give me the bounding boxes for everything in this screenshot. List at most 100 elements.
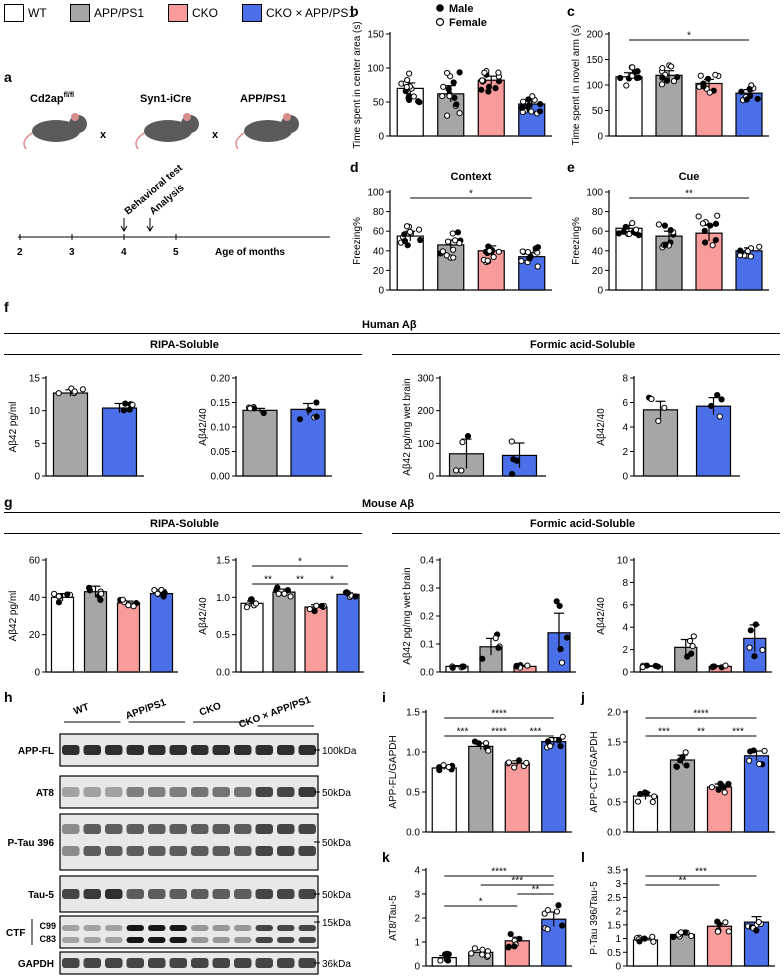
blot-band <box>105 787 123 797</box>
data-point <box>456 69 463 76</box>
y-tick-label: 3.5 <box>607 866 621 877</box>
panel-label-f: f <box>4 299 9 315</box>
blot-strip <box>59 813 319 871</box>
panel-label-g: g <box>4 494 13 510</box>
section-f-line <box>4 333 780 334</box>
bar-app-ps1 <box>52 392 89 477</box>
data-point <box>641 789 649 796</box>
data-point <box>516 935 523 942</box>
legend-cko-app-ps1: CKO × APP/PS1 <box>242 4 355 22</box>
y-tick-label: 100 <box>417 439 434 450</box>
blot-band <box>212 889 230 899</box>
blot-band <box>234 787 252 797</box>
data-point <box>456 240 463 247</box>
y-axis-label: Freezing% <box>571 217 582 265</box>
data-point <box>454 229 462 236</box>
blot-band <box>83 937 101 943</box>
chart-g-ripa-ratio: Aβ42/400.00.51.01.5** ** ** <box>198 556 364 679</box>
y-tick-label: 1.5 <box>607 738 621 749</box>
data-point <box>553 908 561 915</box>
y-tick-label: 80 <box>373 207 385 218</box>
blot-band <box>62 958 80 968</box>
y-tick-label: 0.10 <box>211 423 231 434</box>
data-point <box>71 388 78 395</box>
data-point <box>318 602 325 610</box>
y-tick-label: 100 <box>586 188 603 199</box>
chart-f-formic-ab42: Aβ42 pg/mg wet brain 0 100 200 300 <box>402 374 546 483</box>
y-tick-label: 0 <box>34 472 40 483</box>
data-point <box>755 918 762 926</box>
significance-label: **** <box>491 709 507 720</box>
blot-band <box>169 958 187 968</box>
blot-band <box>255 937 273 943</box>
blot-band <box>234 745 252 755</box>
mouse-icon <box>23 113 87 150</box>
data-point <box>248 596 255 603</box>
y-tick-label: 0 <box>622 472 628 483</box>
blot-band <box>212 937 230 943</box>
y-tick-label: 6 <box>622 398 628 409</box>
data-point <box>615 230 622 237</box>
data-point <box>753 927 760 934</box>
data-point <box>557 743 564 750</box>
cross-symbol: x <box>212 129 219 141</box>
y-tick-label: 150 <box>586 55 603 66</box>
y-tick-label: 40 <box>373 246 385 257</box>
y-axis-label: Aβ42 pg/ml <box>8 402 19 453</box>
data-point <box>444 957 452 964</box>
data-point <box>655 221 662 228</box>
y-tick-label: 2 <box>414 914 420 925</box>
data-point <box>452 467 460 474</box>
data-point <box>519 248 526 255</box>
data-point <box>708 784 715 791</box>
bar-wt <box>615 227 643 291</box>
data-point <box>352 593 359 600</box>
data-point <box>650 938 657 945</box>
blot-band <box>255 846 273 856</box>
data-point <box>629 220 636 227</box>
bar-app-ps1 <box>669 759 696 833</box>
data-point <box>688 650 695 657</box>
data-point <box>456 110 463 117</box>
y-tick-label: 1.0 <box>216 593 230 604</box>
blot-band <box>62 745 80 755</box>
chart-l: P-Tau 396/Tau-500.511.522.533.5***** <box>589 866 775 973</box>
chart-f-formic-ratio: Aβ42/40 0 2 4 6 8 <box>596 374 740 483</box>
y-tick-label: 80 <box>592 207 604 218</box>
y-tick-label: 0.3 <box>420 584 434 595</box>
blot-mw-label: 50kDa <box>322 788 351 799</box>
data-point <box>484 257 491 264</box>
data-point <box>752 621 759 628</box>
blot-band <box>277 925 295 931</box>
bar-cko <box>116 602 141 673</box>
blot-band <box>298 846 316 856</box>
data-point <box>746 644 753 651</box>
bar-app-ps1 <box>272 591 296 673</box>
data-point <box>706 89 713 96</box>
data-point <box>450 254 457 261</box>
y-tick-label: 0 <box>34 668 40 679</box>
data-point <box>544 907 551 914</box>
timeline-ticks <box>19 234 177 240</box>
data-point <box>670 78 678 85</box>
y-tick-label: 0.1 <box>420 640 434 651</box>
blot-band <box>212 846 230 856</box>
data-point <box>737 247 744 254</box>
blot-strip <box>59 733 319 767</box>
blot-band <box>126 958 144 968</box>
y-tick-label: 0.0 <box>216 668 230 679</box>
y-tick-label: 20 <box>592 266 604 277</box>
data-point <box>416 99 423 106</box>
data-point <box>508 470 516 478</box>
data-point <box>725 780 732 788</box>
y-axis-label: Aβ42 pg/mg wet brain <box>402 378 413 475</box>
y-tick-label: 2.5 <box>607 893 621 904</box>
data-point <box>690 633 697 640</box>
blot-band <box>255 787 273 797</box>
blot-mw-label: 15kDa <box>322 918 351 929</box>
data-point <box>486 247 493 254</box>
blot-band <box>83 745 101 755</box>
y-axis-label: Time spent in center area (s) <box>352 21 363 148</box>
blot-band <box>298 824 316 834</box>
